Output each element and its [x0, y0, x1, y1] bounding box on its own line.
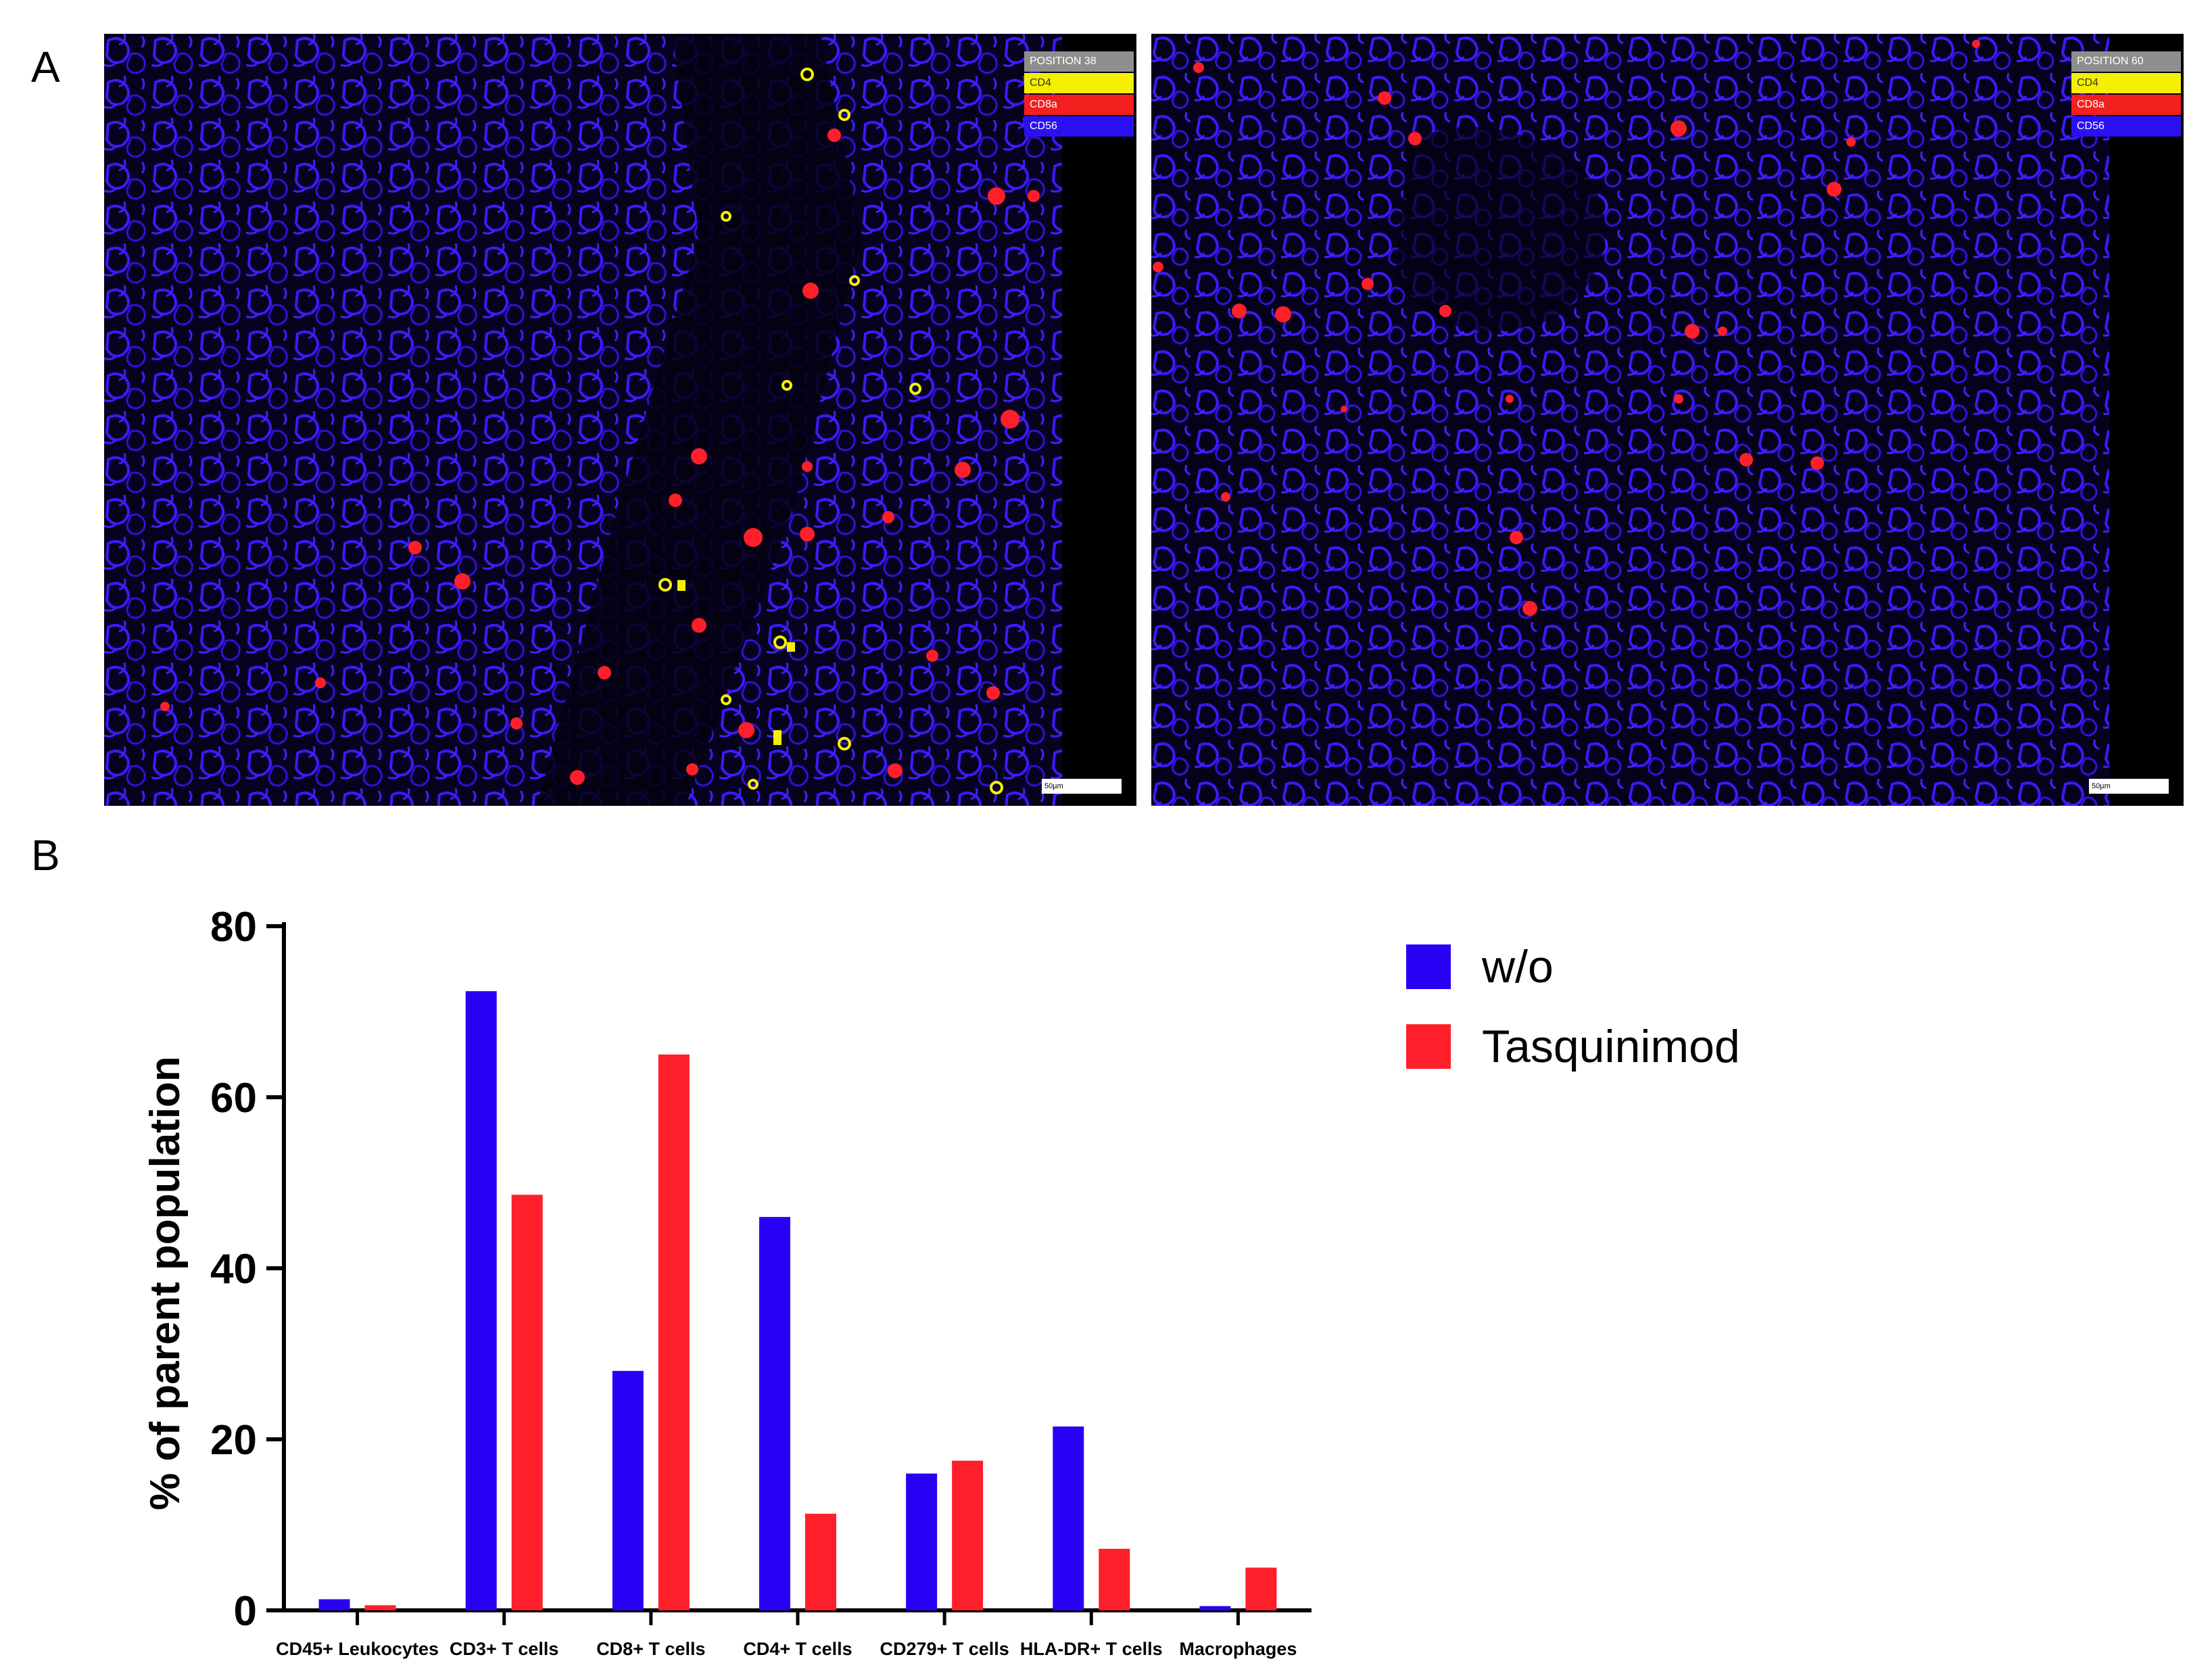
bar-wo [465, 991, 497, 1610]
x-tick-label: HLA-DR+ T cells [1020, 1639, 1163, 1659]
panel-b-label: B [31, 831, 60, 880]
bar-wo [759, 1217, 790, 1610]
bar-wo [318, 1599, 350, 1610]
channel-cd8a-label: CD8a [1024, 95, 1134, 115]
legend-label-wo: w/o [1482, 941, 1554, 992]
channel-cd4-label: CD4 [2071, 73, 2181, 93]
channel-legend: POSITION 60 CD4 CD8a CD56 [2071, 51, 2181, 138]
bar-wo [612, 1370, 644, 1610]
x-ticks: CD45+ Leukocytes CD3+ T cells CD8+ T cells… [276, 1610, 1297, 1659]
scale-bar: 50µm [2089, 779, 2169, 794]
bar-tasquinimod [805, 1514, 836, 1610]
tissue-image [1151, 34, 2184, 806]
legend-swatch-wo [1406, 944, 1451, 989]
micrograph-position-60: POSITION 60 CD4 CD8a CD56 50µm [1151, 34, 2184, 806]
y-tick-label: 20 [210, 1417, 257, 1464]
panel-a-label: A [31, 43, 60, 91]
channel-cd8a-label: CD8a [2071, 95, 2181, 115]
y-tick-label: 40 [210, 1246, 257, 1293]
bar-tasquinimod [511, 1195, 543, 1610]
legend-item-wo: w/o [1406, 940, 1740, 994]
y-ticks: 0 20 40 60 80 [210, 904, 284, 1635]
x-tick-label: CD8+ T cells [596, 1639, 705, 1659]
legend-label-tasquinimod: Tasquinimod [1482, 1021, 1740, 1072]
bar-tasquinimod [1245, 1567, 1277, 1610]
x-tick-label: CD4+ T cells [743, 1639, 852, 1659]
y-axis-label: % of parent population [142, 1056, 189, 1510]
chart-legend: w/o Tasquinimod [1406, 940, 1740, 1099]
bar-tasquinimod [658, 1054, 690, 1610]
legend-item-tasquinimod: Tasquinimod [1406, 1019, 1740, 1074]
channel-cd4-label: CD4 [1024, 73, 1134, 93]
channel-cd56-label: CD56 [2071, 116, 2181, 137]
x-tick-label: CD3+ T cells [450, 1639, 558, 1659]
bar-wo [906, 1473, 938, 1610]
position-label: POSITION 60 [2071, 51, 2181, 72]
chart-bars [318, 991, 1277, 1610]
legend-swatch-tasquinimod [1406, 1024, 1451, 1069]
x-tick-label: CD279+ T cells [880, 1639, 1009, 1659]
y-tick-label: 60 [210, 1075, 257, 1122]
image-edge-band [2109, 34, 2184, 806]
bar-wo [1199, 1606, 1231, 1610]
bar-wo [1053, 1426, 1084, 1610]
x-tick-label: CD45+ Leukocytes [276, 1639, 439, 1659]
y-tick-label: 80 [210, 904, 257, 951]
micrograph-position-38: POSITION 38 CD4 CD8a CD56 50µm [104, 34, 1136, 806]
bar-tasquinimod [1099, 1548, 1130, 1610]
y-tick-label: 0 [234, 1588, 257, 1635]
bar-tasquinimod [364, 1605, 396, 1610]
x-tick-label: Macrophages [1179, 1639, 1297, 1659]
scale-bar: 50µm [1042, 779, 1122, 794]
chart-axes [282, 922, 1312, 1612]
bar-tasquinimod [952, 1460, 984, 1610]
tissue-image [104, 34, 1136, 806]
bar-chart: % of parent population 0 20 40 60 80 CD45+ L… [142, 904, 1312, 1659]
position-label: POSITION 38 [1024, 51, 1134, 72]
image-edge-band [1062, 34, 1136, 806]
channel-cd56-label: CD56 [1024, 116, 1134, 137]
channel-legend: POSITION 38 CD4 CD8a CD56 [1024, 51, 1134, 138]
